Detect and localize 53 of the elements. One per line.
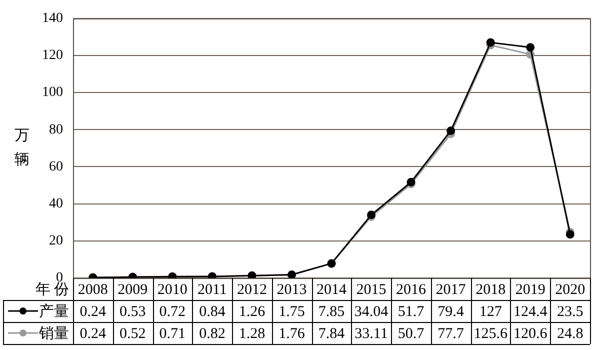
data-label: 24.8	[556, 326, 584, 342]
legend-label: 产量	[39, 302, 69, 320]
y-tick-label: 140	[42, 11, 63, 26]
x-tick-label: 2016	[396, 282, 427, 298]
data-label: 127	[479, 304, 502, 320]
y-tick-label: 40	[49, 196, 63, 212]
data-label: 0.52	[120, 326, 146, 342]
data-label: 120.6	[513, 326, 548, 342]
data-label: 1.76	[278, 326, 306, 342]
x-tick-label: 2008	[78, 282, 108, 298]
x-tick-label: 2012	[236, 282, 267, 298]
data-label: 77.7	[438, 326, 464, 342]
data-label: 7.85	[318, 304, 345, 320]
data-label: 1.26	[238, 304, 266, 320]
x-tick-label: 2015	[356, 282, 386, 298]
data-label: 34.04	[354, 304, 389, 320]
data-label: 33.11	[354, 326, 388, 342]
data-label: 50.7	[398, 326, 425, 342]
data-label: 79.4	[438, 304, 464, 320]
x-tick-label: 2011	[197, 282, 227, 298]
point	[446, 126, 456, 136]
data-label: 0.24	[80, 304, 107, 320]
y-axis-title: 万辆	[14, 128, 30, 168]
data-label: 0.71	[159, 326, 186, 342]
data-label: 23.5	[556, 304, 584, 320]
data-label: 0.82	[199, 326, 226, 342]
y-tick-label: 100	[42, 85, 63, 100]
data-label: 51.7	[398, 304, 425, 320]
x-tick-label: 2018	[476, 282, 506, 298]
y-tick-label: 20	[49, 234, 63, 249]
point	[526, 43, 535, 52]
data-label: 125.6	[474, 326, 508, 342]
y-tick-label: 120	[42, 48, 63, 64]
x-tick-label: 2019	[515, 282, 546, 298]
point	[486, 38, 495, 47]
x-tick-label: 2014	[316, 282, 347, 298]
data-label: 0.24	[80, 326, 107, 342]
x-tick-label: 2009	[118, 282, 148, 298]
point	[566, 230, 574, 239]
legend-label: 销量	[38, 326, 69, 342]
data-label: 1.75	[278, 304, 305, 320]
x-tick-label: 2010	[157, 282, 188, 298]
x-tick-label: 2020	[555, 282, 586, 298]
data-label: 0.53	[120, 304, 146, 320]
x-tick-label: 2017	[436, 282, 466, 298]
data-label: 0.84	[199, 304, 226, 320]
x-tick-label: 2013	[276, 282, 307, 298]
y-tick-label: 80	[49, 122, 63, 138]
data-label: 7.84	[318, 326, 346, 342]
data-label: 0.72	[159, 304, 186, 320]
data-label: 1.28	[238, 326, 266, 342]
y-tick-label: 60	[49, 159, 63, 174]
data-label: 124.4	[513, 304, 548, 320]
